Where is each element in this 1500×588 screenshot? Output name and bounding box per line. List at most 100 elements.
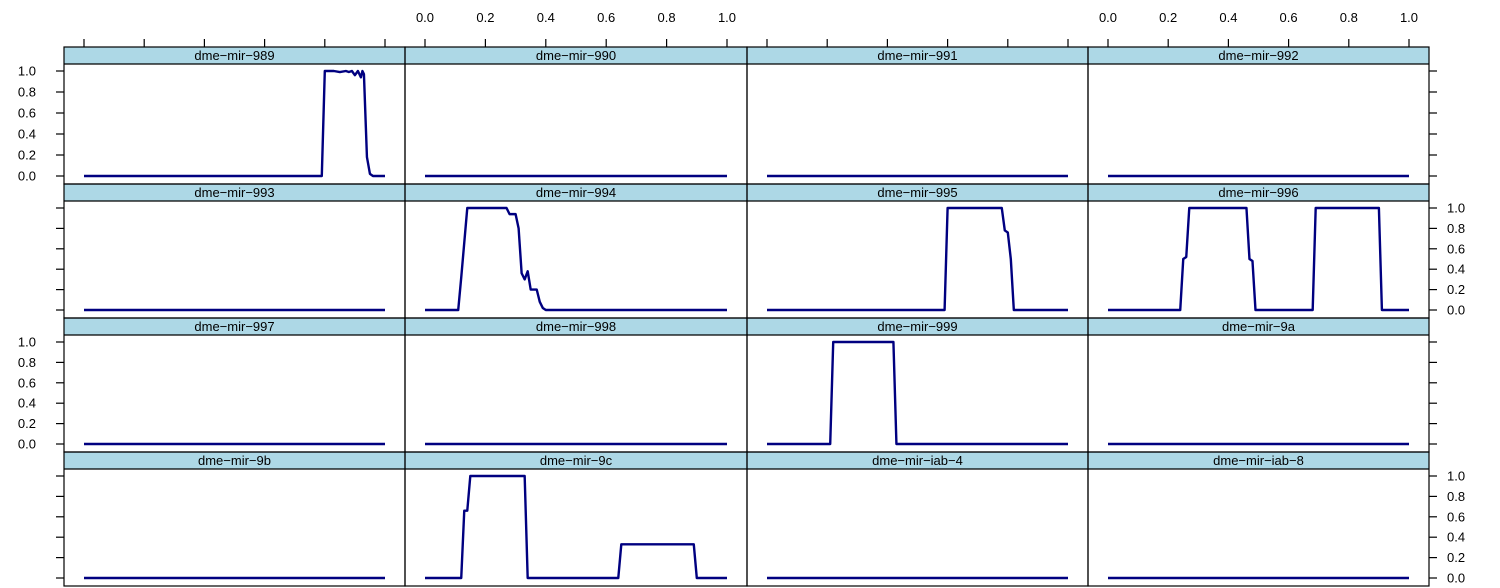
panel: dme−mir−999 — [747, 318, 1088, 446]
panel: dme−mir−iab−8 — [1088, 452, 1429, 580]
x-tick-label: 0.4 — [1219, 10, 1237, 25]
panel: dme−mir−9c — [405, 452, 747, 580]
panel: dme−mir−997 — [64, 318, 405, 446]
panel-border — [1087, 183, 1430, 319]
panel-strip — [747, 452, 1088, 469]
x-tick-label: 1.0 — [718, 10, 736, 25]
y-tick-label-left: 0.8 — [18, 85, 36, 100]
y-tick-label-right: 1.0 — [1447, 469, 1465, 484]
panel-border — [63, 46, 406, 185]
y-tick-label-left: 0.6 — [18, 375, 36, 390]
series-line — [1108, 206, 1409, 312]
panel-strip — [1088, 452, 1429, 469]
panel-strip-label: dme−mir−9c — [540, 453, 613, 468]
panel-border — [404, 46, 748, 185]
x-tick-label: 0.2 — [1159, 10, 1177, 25]
x-tick-label: 0.6 — [1280, 10, 1298, 25]
panel: dme−mir−9b — [64, 452, 405, 580]
panel-strip — [64, 452, 405, 469]
y-tick-label-right: 0.6 — [1447, 241, 1465, 256]
panel-strip — [64, 47, 405, 64]
y-tick-label-right: 0.6 — [1447, 509, 1465, 524]
panel-strip — [1088, 184, 1429, 201]
x-tick-label: 0.8 — [658, 10, 676, 25]
panel-strip — [64, 318, 405, 335]
y-tick-label-left: 0.0 — [18, 437, 36, 452]
panel-strip — [1088, 318, 1429, 335]
panel-border — [1087, 451, 1430, 587]
panel-border — [746, 451, 1089, 587]
panel-strip-label: dme−mir−998 — [536, 319, 616, 334]
panel-border — [404, 183, 748, 319]
panel-strip — [405, 318, 747, 335]
panel-strip-label: dme−mir−995 — [877, 185, 957, 200]
panel-strip-label: dme−mir−9b — [198, 453, 271, 468]
x-tick-label: 0.2 — [476, 10, 494, 25]
panel-strip-label: dme−mir−991 — [877, 48, 957, 63]
panel-strip-label: dme−mir−999 — [877, 319, 957, 334]
panel-strip-label: dme−mir−iab−4 — [872, 453, 963, 468]
panel: dme−mir−998 — [405, 318, 747, 446]
panel-strip-label: dme−mir−994 — [536, 185, 616, 200]
panel-strip-label: dme−mir−992 — [1218, 48, 1298, 63]
series-line — [767, 340, 1068, 446]
panel-strip-label: dme−mir−996 — [1218, 185, 1298, 200]
panel: dme−mir−995 — [747, 184, 1088, 312]
panel: dme−mir−996 — [1088, 184, 1429, 312]
y-tick-label-right: 0.0 — [1447, 303, 1465, 318]
y-tick-label-right: 0.4 — [1447, 262, 1465, 277]
x-tick-label: 0.6 — [597, 10, 615, 25]
panel: dme−mir−993 — [64, 184, 405, 312]
panel-strip — [405, 452, 747, 469]
y-tick-label-left: 0.6 — [18, 106, 36, 121]
x-tick-label: 0.4 — [537, 10, 555, 25]
panel: dme−mir−9a — [1088, 318, 1429, 446]
y-tick-label-right: 0.8 — [1447, 221, 1465, 236]
y-tick-label-left: 0.8 — [18, 355, 36, 370]
y-tick-label-left: 0.2 — [18, 416, 36, 431]
panel-strip-label: dme−mir−iab−8 — [1213, 453, 1304, 468]
panel: dme−mir−992 — [1088, 47, 1429, 178]
panel-border — [63, 183, 406, 319]
x-tick-label: 0.0 — [416, 10, 434, 25]
y-tick-label-right: 0.2 — [1447, 282, 1465, 297]
panel-strip-label: dme−mir−997 — [194, 319, 274, 334]
panel: dme−mir−989 — [64, 47, 405, 178]
y-tick-label-left: 1.0 — [18, 335, 36, 350]
panel-strip — [747, 47, 1088, 64]
panel-strip — [747, 318, 1088, 335]
series-line — [767, 206, 1068, 312]
panel-border — [746, 46, 1089, 185]
panel-strip — [64, 184, 405, 201]
panel: dme−mir−994 — [405, 184, 747, 312]
panel-strip — [405, 184, 747, 201]
panel-strip-label: dme−mir−9a — [1222, 319, 1296, 334]
x-tick-label: 1.0 — [1400, 10, 1418, 25]
panel-strip — [405, 47, 747, 64]
series-line — [425, 474, 727, 580]
panel-border — [746, 183, 1089, 319]
y-tick-label-left: 0.4 — [18, 396, 36, 411]
panel-strip — [1088, 47, 1429, 64]
y-tick-label-right: 0.0 — [1447, 571, 1465, 586]
y-tick-label-left: 0.2 — [18, 148, 36, 163]
x-tick-label: 0.8 — [1340, 10, 1358, 25]
panel-strip-label: dme−mir−993 — [194, 185, 274, 200]
panel: dme−mir−990 — [405, 47, 747, 178]
panel-strip-label: dme−mir−989 — [194, 48, 274, 63]
panel-border — [63, 451, 406, 587]
panel-border — [404, 317, 748, 453]
y-tick-label-right: 0.8 — [1447, 489, 1465, 504]
panel-border — [746, 317, 1089, 453]
panel-strip — [747, 184, 1088, 201]
panel-border — [63, 317, 406, 453]
y-tick-label-right: 0.4 — [1447, 530, 1465, 545]
y-tick-label-left: 1.0 — [18, 64, 36, 79]
y-tick-label-right: 0.2 — [1447, 550, 1465, 565]
panel: dme−mir−iab−4 — [747, 452, 1088, 580]
x-tick-label: 0.0 — [1099, 10, 1117, 25]
y-tick-label-right: 1.0 — [1447, 201, 1465, 216]
panel: dme−mir−991 — [747, 47, 1088, 178]
panel-border — [1087, 46, 1430, 185]
